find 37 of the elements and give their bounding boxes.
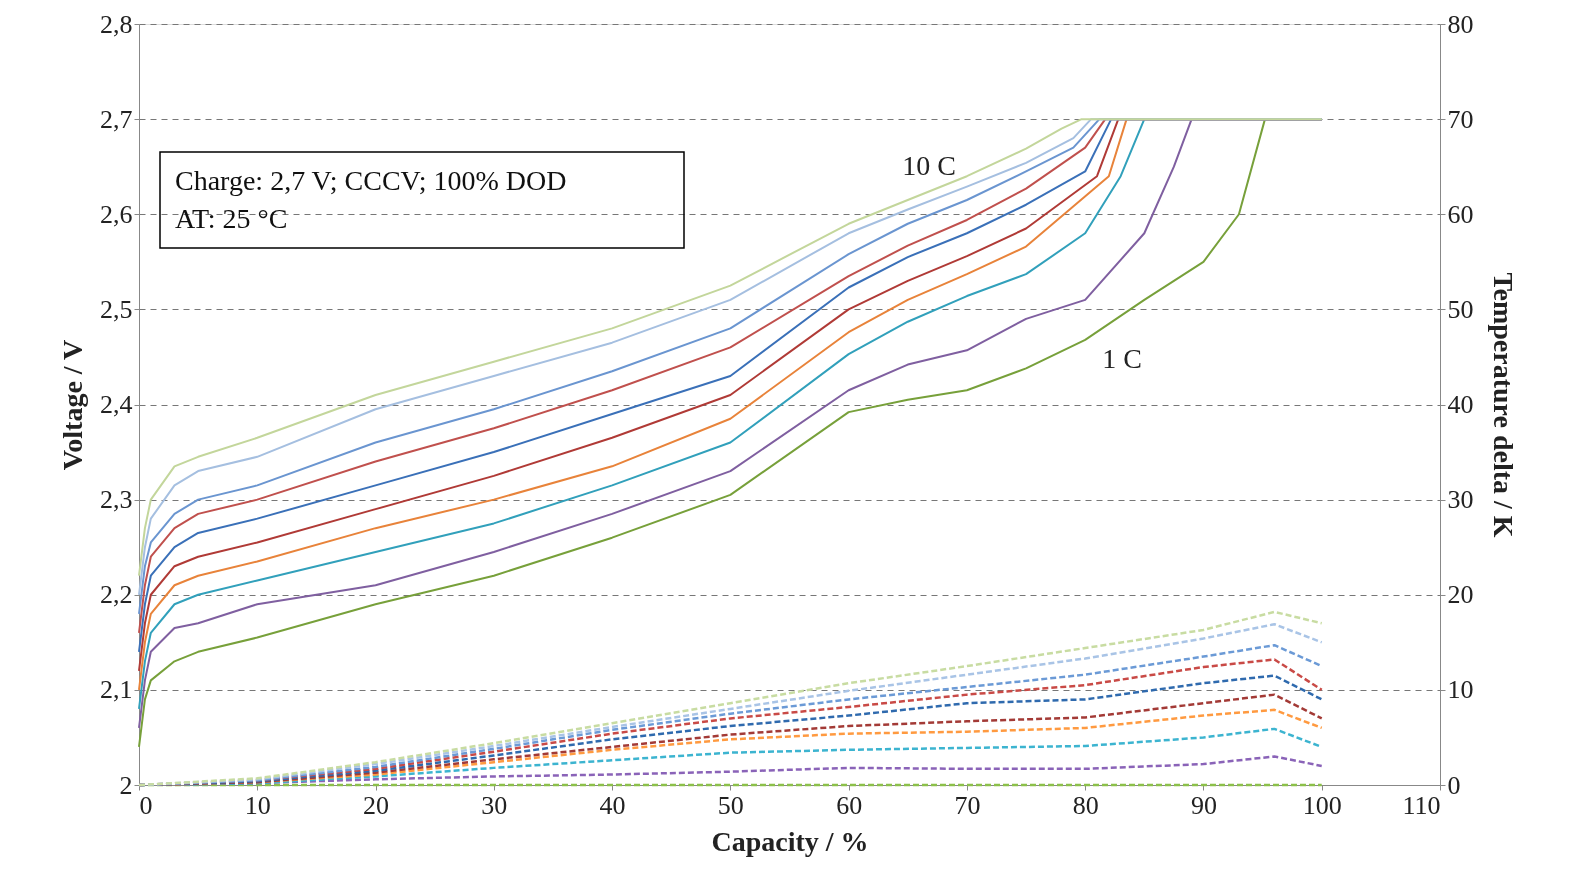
y2-tick-label: 40 <box>1447 390 1474 419</box>
x-tick-label: 20 <box>363 790 390 820</box>
y-tick-label: 2,8 <box>100 9 133 39</box>
y-axis-title: Voltage / V <box>57 339 88 471</box>
y-tick-label: 2,4 <box>100 390 133 419</box>
y2-tick-label: 0 <box>1447 770 1461 800</box>
y2-tick-label: 30 <box>1447 485 1474 515</box>
x-tick-label: 0 <box>139 790 153 820</box>
y2-tick-label: 50 <box>1447 294 1474 324</box>
y-tick-label: 2 <box>119 770 133 800</box>
annotation: Charge: 2,7 V; CCCV; 100% DOD <box>175 165 567 196</box>
x-axis-title: Capacity / % <box>711 825 869 857</box>
y2-tick-label: 60 <box>1447 199 1474 229</box>
y-tick-label: 2,7 <box>100 104 133 134</box>
x-tick-label: 10 <box>244 790 271 820</box>
x-tick-label: 90 <box>1190 790 1217 820</box>
annotation: AT: 25 °C <box>175 203 288 234</box>
y-tick-label: 2,5 <box>100 294 133 324</box>
x-tick-label: 80 <box>1072 790 1099 820</box>
x-tick-label: 50 <box>717 790 744 820</box>
x-tick-label: 40 <box>599 790 626 820</box>
x-tick-label: 30 <box>481 790 508 820</box>
y2-tick-label: 20 <box>1447 580 1474 610</box>
x-tick-label: 70 <box>954 790 981 820</box>
x-tick-label: 60 <box>836 790 863 820</box>
x-tick-label: 100 <box>1302 790 1342 820</box>
y2-axis-title: Temperature delta / K <box>1487 272 1519 538</box>
y2-tick-label: 70 <box>1447 104 1474 134</box>
annotation: 1 C <box>1102 343 1142 374</box>
y2-tick-label: 80 <box>1447 9 1474 39</box>
y-tick-label: 2,2 <box>100 580 133 610</box>
annotation: 10 C <box>902 150 956 181</box>
x-tick-label: 110 <box>1402 790 1441 820</box>
y2-tick-label: 10 <box>1447 675 1474 705</box>
y-tick-label: 2,6 <box>100 199 133 229</box>
y-tick-label: 2,3 <box>100 485 133 515</box>
y-tick-label: 2,1 <box>100 675 133 705</box>
